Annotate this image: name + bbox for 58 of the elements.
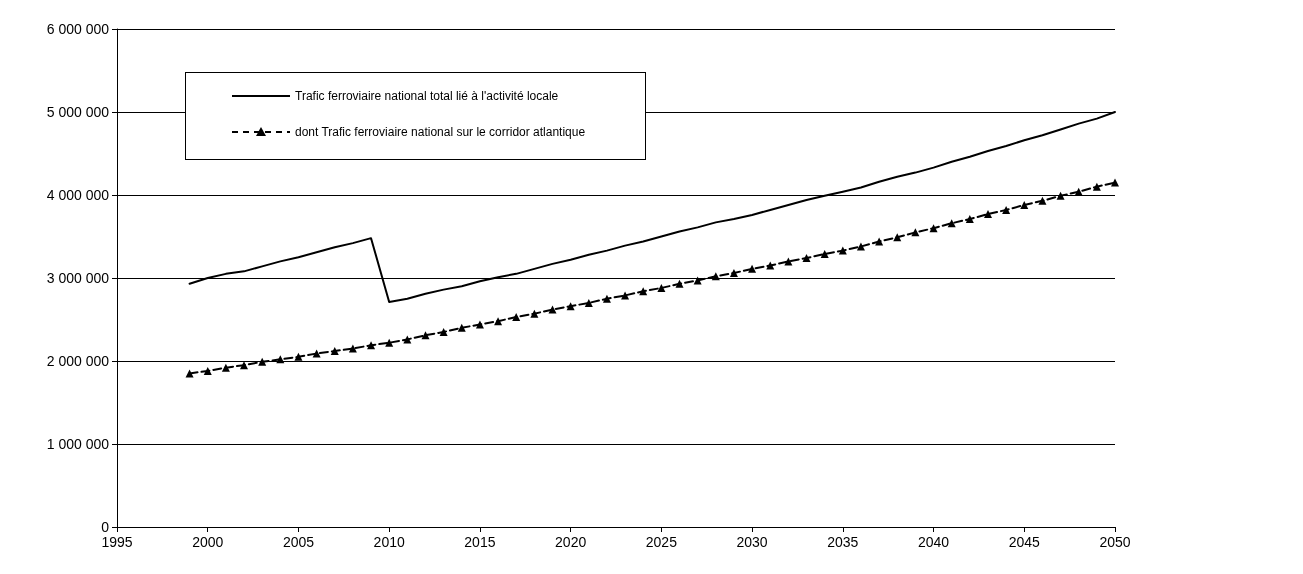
point — [494, 317, 503, 326]
point — [748, 264, 757, 273]
x-tick-label: 2000 — [192, 534, 224, 550]
point — [530, 309, 539, 318]
point — [802, 254, 811, 263]
point — [240, 361, 249, 370]
point — [602, 294, 611, 303]
x-tick-label: 2050 — [1099, 534, 1131, 550]
legend-label: dont Trafic ferroviaire national sur le corridor atlantique — [295, 125, 586, 139]
point — [983, 210, 992, 219]
point — [348, 344, 357, 353]
point — [766, 261, 775, 270]
point — [548, 305, 557, 314]
y-tick-label: 6 000 000 — [46, 21, 110, 37]
point — [657, 283, 666, 292]
point — [965, 215, 974, 224]
y-tick-label: 4 000 000 — [46, 187, 110, 203]
x-tick-label: 2040 — [917, 534, 950, 550]
point — [312, 349, 321, 358]
x-tick-label: 1995 — [101, 534, 133, 550]
point — [584, 298, 593, 307]
point — [1074, 187, 1083, 196]
point — [1111, 178, 1119, 187]
point — [820, 249, 829, 258]
point — [439, 327, 448, 336]
x-tick-label: 2030 — [736, 534, 768, 550]
point — [367, 341, 376, 350]
point — [729, 269, 738, 278]
point — [457, 323, 466, 332]
y-tick-label: 2 000 000 — [46, 353, 110, 369]
x-tick-label: 2020 — [555, 534, 587, 550]
point — [675, 279, 684, 288]
point — [294, 352, 303, 361]
legend-label: Trafic ferroviaire national total lié à l'activité locale — [295, 89, 559, 103]
y-tick-label: 3 000 000 — [46, 270, 110, 286]
x-tick-label: 2035 — [827, 534, 859, 550]
point — [421, 331, 430, 340]
y-tick-label: 1 000 000 — [46, 436, 110, 452]
point — [566, 302, 575, 311]
point — [929, 224, 938, 233]
point — [203, 366, 212, 375]
y-tick-label: 0 — [101, 519, 110, 535]
x-tick-label: 2025 — [645, 534, 678, 550]
point — [385, 338, 394, 347]
point — [1056, 191, 1065, 200]
point — [1038, 196, 1047, 205]
point — [1002, 205, 1011, 214]
point — [258, 357, 267, 366]
point — [512, 313, 521, 322]
point — [1092, 182, 1101, 191]
point — [221, 363, 230, 372]
point — [1020, 200, 1029, 209]
x-tick-label: 2045 — [1008, 534, 1041, 550]
y-tick-label: 5 000 000 — [46, 104, 110, 120]
x-tick-label: 2010 — [373, 534, 405, 550]
x-tick-label: 2015 — [464, 534, 496, 550]
point — [838, 246, 847, 255]
x-tick-label: 2005 — [282, 534, 315, 550]
